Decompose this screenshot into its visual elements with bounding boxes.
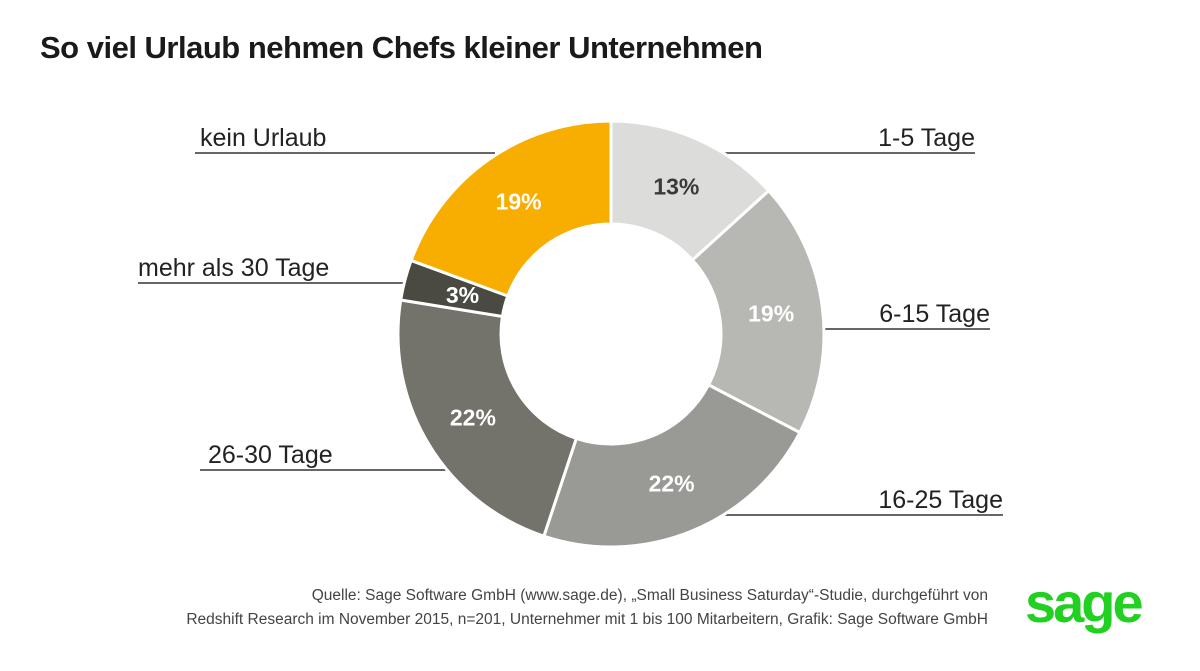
slice-label: 1-5 Tage [878,124,975,152]
data-label: 19% [496,189,542,215]
source-line-1: Quelle: Sage Software GmbH (www.sage.de)… [311,587,988,604]
data-label: 22% [649,471,695,497]
data-label: 3% [446,282,479,308]
data-label: 19% [748,300,794,326]
slice-label: 16-25 Tage [878,486,1003,514]
data-label: 13% [653,173,699,199]
donut-slice [396,298,579,539]
sage-logo: sage [1025,571,1144,634]
donut-slice [409,119,613,298]
slice-label: 6-15 Tage [879,300,990,328]
source-line-2: Redshift Research im November 2015, n=20… [186,611,988,628]
chart-title: So viel Urlaub nehmen Chefs kleiner Unte… [40,30,763,65]
data-label: 22% [450,405,496,431]
donut-slice [690,188,826,435]
slice-label: kein Urlaub [200,124,326,152]
donut-slice [541,382,802,549]
slice-label: mehr als 30 Tage [138,254,329,282]
source-note: Quelle: Sage Software GmbH (www.sage.de)… [186,584,988,632]
slice-label: 26-30 Tage [208,441,333,469]
